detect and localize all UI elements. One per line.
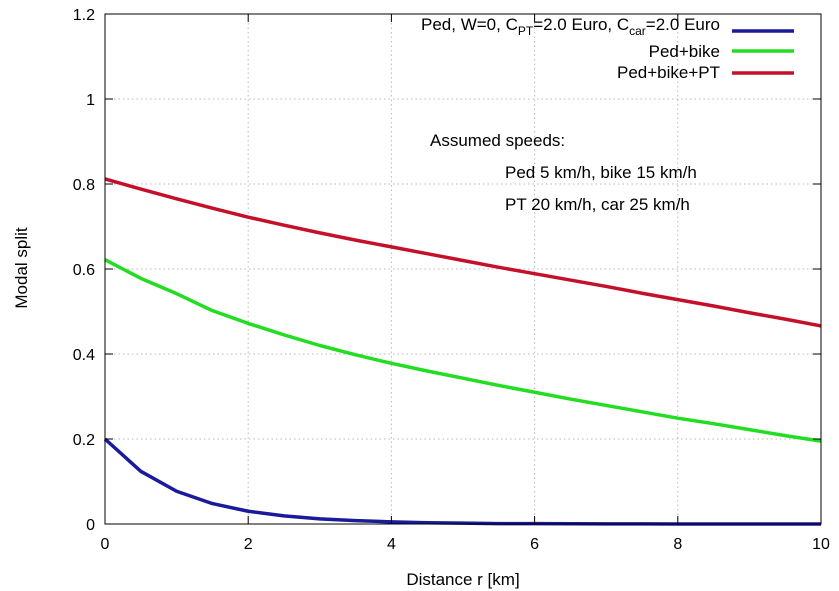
annotation-block: Assumed speeds: Ped 5 km/h, bike 15 km/h… xyxy=(430,131,697,214)
legend-label-ped-bike: Ped+bike xyxy=(649,42,720,61)
legend-label-ped: Ped, W=0, CPT=2.0 Euro, Ccar=2.0 Euro xyxy=(421,15,720,38)
x-tick-label: 8 xyxy=(673,536,682,553)
series-line-ped_bike xyxy=(104,258,822,443)
y-tick-label: 0.6 xyxy=(73,262,95,279)
tick-marks xyxy=(104,13,822,525)
x-axis-label: Distance r [km] xyxy=(406,570,519,589)
annotation-speeds-ped-bike: Ped 5 km/h, bike 15 km/h xyxy=(505,163,697,182)
legend-label-ped-bike-pt: Ped+bike+PT xyxy=(617,63,720,82)
series-line-ped_bike_pt xyxy=(104,177,822,328)
x-tick-label: 10 xyxy=(812,536,830,553)
x-tick-label: 6 xyxy=(530,536,539,553)
y-tick-label: 0.8 xyxy=(73,177,95,194)
y-tick-label: 0 xyxy=(86,517,95,534)
x-tick-label: 0 xyxy=(101,536,110,553)
legend: Ped, W=0, CPT=2.0 Euro, Ccar=2.0 Euro Pe… xyxy=(421,15,794,82)
y-tick-label: 0.4 xyxy=(73,347,95,364)
annotation-speeds-pt-car: PT 20 km/h, car 25 km/h xyxy=(505,195,690,214)
y-tick-label: 0.2 xyxy=(73,432,95,449)
y-tick-label: 1 xyxy=(86,92,95,109)
annotation-title: Assumed speeds: xyxy=(430,131,565,150)
x-tick-label: 2 xyxy=(244,536,253,553)
y-axis-label: Modal split xyxy=(12,227,31,309)
x-tick-label: 4 xyxy=(387,536,396,553)
y-tick-label: 1.2 xyxy=(73,7,95,24)
tick-labels: 0 2 4 6 8 10 0 0.2 0.4 0.6 0.8 1 1.2 xyxy=(73,7,830,553)
